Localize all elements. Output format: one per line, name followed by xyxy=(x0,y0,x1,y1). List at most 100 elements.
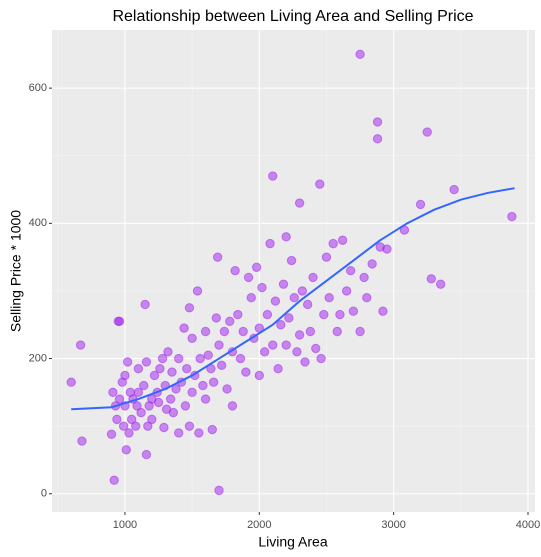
point xyxy=(345,265,356,276)
point xyxy=(324,293,334,303)
point xyxy=(315,179,325,189)
point xyxy=(207,424,217,435)
point xyxy=(132,401,142,411)
point xyxy=(276,320,286,330)
point xyxy=(157,353,168,364)
y-tick-label: 200 xyxy=(29,352,47,364)
point xyxy=(507,211,517,222)
y-tick-label: 600 xyxy=(29,82,47,94)
point xyxy=(114,316,125,327)
point xyxy=(108,387,118,398)
point xyxy=(281,340,291,350)
point xyxy=(230,265,240,276)
point xyxy=(140,299,150,310)
point xyxy=(182,363,192,374)
point xyxy=(341,286,352,296)
point xyxy=(337,235,348,245)
point xyxy=(355,49,365,60)
x-tick-label: 1000 xyxy=(113,519,137,531)
point xyxy=(75,340,86,350)
point xyxy=(143,421,153,431)
point xyxy=(305,326,316,337)
point xyxy=(355,326,365,337)
point xyxy=(187,333,197,343)
point xyxy=(268,171,278,181)
point xyxy=(133,363,144,374)
point xyxy=(149,370,160,381)
point xyxy=(257,282,267,293)
x-tick-label: 3000 xyxy=(381,519,405,531)
point xyxy=(198,380,208,391)
point xyxy=(289,293,299,303)
point xyxy=(180,401,191,411)
point xyxy=(372,134,383,144)
point xyxy=(316,353,326,364)
point xyxy=(167,367,177,377)
y-tick-label: 0 xyxy=(41,488,47,500)
point xyxy=(259,347,270,357)
point xyxy=(203,350,213,360)
point xyxy=(294,198,305,208)
point xyxy=(106,429,117,439)
chart-title: Relationship between Living Area and Sel… xyxy=(112,8,473,25)
point xyxy=(284,313,294,323)
point xyxy=(225,316,235,327)
point xyxy=(319,309,329,320)
point xyxy=(449,184,459,195)
point xyxy=(251,262,262,272)
y-axis-title: Selling Price * 1000 xyxy=(8,210,24,332)
point xyxy=(214,485,224,496)
point xyxy=(168,407,179,418)
point xyxy=(214,340,224,350)
point xyxy=(141,449,152,460)
point xyxy=(367,259,377,269)
point xyxy=(155,363,165,374)
point xyxy=(265,238,275,249)
point xyxy=(200,394,211,404)
point xyxy=(187,387,197,398)
point xyxy=(254,370,265,381)
point xyxy=(147,414,157,425)
point xyxy=(165,394,176,404)
point xyxy=(200,326,211,337)
point xyxy=(300,357,310,367)
point xyxy=(208,377,219,387)
point xyxy=(124,428,134,438)
point xyxy=(136,407,146,418)
point xyxy=(194,428,204,438)
point xyxy=(233,309,243,320)
point xyxy=(372,117,383,127)
point xyxy=(278,279,289,289)
point xyxy=(121,445,131,455)
point xyxy=(362,293,372,303)
point xyxy=(66,377,76,387)
point xyxy=(120,370,130,381)
point xyxy=(243,272,254,283)
point xyxy=(426,274,436,284)
point xyxy=(281,232,291,242)
point xyxy=(302,299,313,310)
point xyxy=(297,286,308,296)
point xyxy=(241,367,251,377)
point xyxy=(415,199,426,210)
point xyxy=(195,353,205,364)
point xyxy=(273,363,283,374)
point xyxy=(131,421,141,431)
point xyxy=(378,306,388,316)
point xyxy=(321,252,332,262)
point xyxy=(184,303,195,313)
y-tick-label: 400 xyxy=(29,217,47,229)
point xyxy=(112,414,122,425)
point xyxy=(238,326,248,337)
point xyxy=(114,394,125,404)
point xyxy=(268,340,278,350)
point xyxy=(173,428,184,438)
point xyxy=(292,347,302,357)
point xyxy=(359,272,369,283)
x-tick-label: 2000 xyxy=(247,519,271,531)
x-axis-title: Living Area xyxy=(258,534,327,550)
point xyxy=(192,286,203,296)
point xyxy=(332,326,342,337)
point xyxy=(328,238,338,249)
